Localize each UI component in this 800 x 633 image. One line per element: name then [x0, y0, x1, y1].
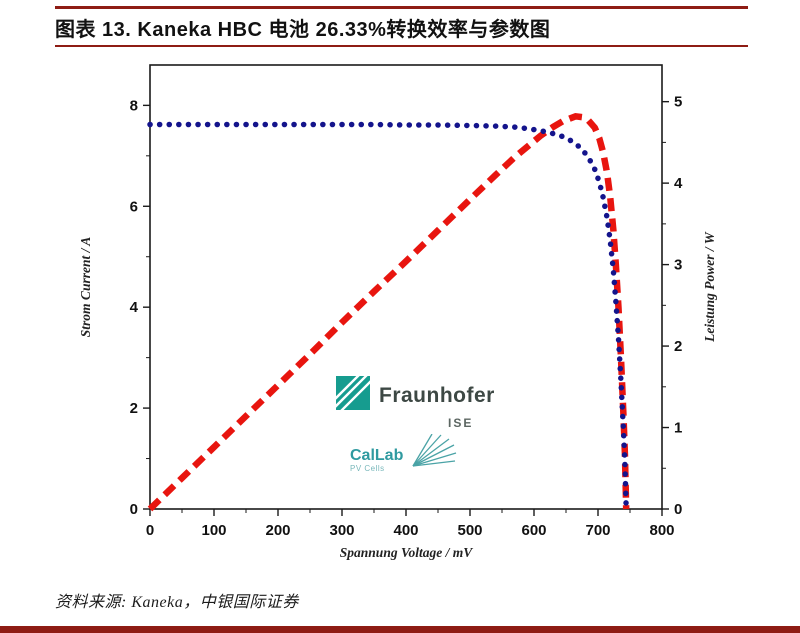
y-right-tick-label: 2	[674, 338, 682, 355]
x-tick-label: 700	[585, 522, 610, 539]
fraunhofer-wordmark: Fraunhofer	[379, 383, 495, 407]
iv-power-chart: 0 100 200 300 400 500 600 700 80002468012345Span…	[78, 64, 717, 560]
x-tick-label: 400	[393, 522, 418, 539]
x-axis-title: Spannung Voltage / mV	[340, 545, 473, 560]
y-right-axis-title: Leistung Power / W	[702, 231, 717, 343]
y-left-tick-label: 2	[130, 400, 138, 417]
callab-wordmark: CalLab	[350, 446, 404, 464]
y-left-axis-title: Strom Current / A	[78, 237, 93, 337]
x-tick-label: 100	[201, 522, 226, 539]
callab-logo: CalLab PV Cells	[350, 433, 457, 473]
y-right-tick-label: 1	[674, 420, 682, 437]
y-right-tick-label: 5	[674, 94, 682, 111]
x-tick-label: 800	[649, 522, 674, 539]
x-tick-label: 600	[521, 522, 546, 539]
power-curve	[147, 112, 630, 512]
x-tick-label: 0	[146, 522, 154, 539]
fraunhofer-logo: Fraunhofer ISE	[333, 373, 495, 430]
x-tick-label: 300	[329, 522, 354, 539]
x-tick-label: 500	[457, 522, 482, 539]
title-bottom-rule	[55, 45, 748, 47]
source-note: 资料来源: Kaneka，中银国际证券	[55, 588, 299, 612]
source-text: 资料来源: Kaneka，中银国际证券	[55, 594, 299, 611]
fraunhofer-logo-mark-icon	[333, 373, 373, 415]
y-left-tick-label: 4	[130, 299, 139, 316]
y-right-tick-label: 4	[674, 175, 683, 192]
y-right-tick-label: 0	[674, 501, 682, 518]
y-right-tick-label: 3	[674, 257, 682, 274]
y-left-tick-label: 0	[130, 501, 138, 518]
figure-title: 图表 13. Kaneka HBC 电池 26.33%转换效率与参数图	[55, 19, 551, 41]
callab-fan-icon	[411, 433, 457, 473]
y-left-tick-label: 6	[130, 198, 138, 215]
bottom-rule	[0, 626, 800, 633]
x-tick-label: 200	[265, 522, 290, 539]
chart-area: 0 100 200 300 400 500 600 700 800 0 2 4 6 8 0 1 2 3 4 5 Span…	[40, 52, 760, 572]
fraunhofer-ise-label: ISE	[448, 416, 474, 430]
y-left-tick-label: 8	[130, 97, 138, 114]
current-curve	[147, 121, 629, 512]
title-top-rule	[55, 6, 748, 9]
callab-sub-label: PV Cells	[350, 463, 385, 473]
